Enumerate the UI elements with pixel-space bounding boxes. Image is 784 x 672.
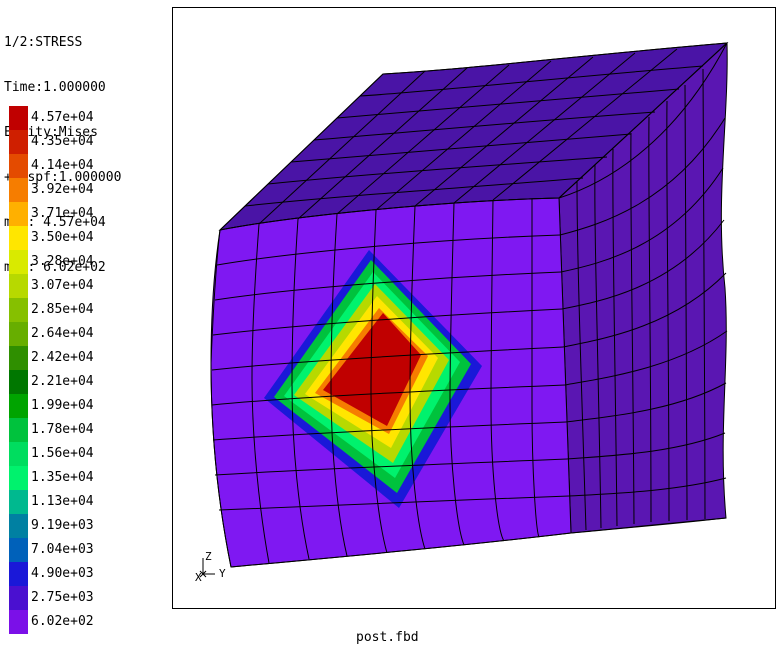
legend-swatch [9,250,28,274]
legend-swatch [9,178,28,202]
legend-swatch [9,154,28,178]
legend-row: 1.78e+04 [7,418,137,442]
legend-swatch [9,394,28,418]
legend-row: 2.75e+03 [7,586,137,610]
legend-swatch [9,442,28,466]
axis-z-label: Z [205,550,212,563]
legend-label: 1.56e+04 [31,446,94,461]
legend-row: 4.57e+04 [7,106,137,130]
legend-row: 2.21e+04 [7,370,137,394]
top-face-mesh [219,42,728,231]
legend-label: 2.21e+04 [31,374,94,389]
legend-row: 1.13e+04 [7,490,137,514]
legend-swatch [9,370,28,394]
legend-label: 2.42e+04 [31,350,94,365]
dataset-label: 1/2:STRESS [4,35,83,50]
model-viewport[interactable] [172,7,776,609]
legend-row: 1.56e+04 [7,442,137,466]
legend-swatch [9,226,28,250]
legend-swatch [9,322,28,346]
legend-label: 2.75e+03 [31,590,94,605]
legend-row: 3.71e+04 [7,202,137,226]
legend-swatch [9,202,28,226]
legend-label: 1.35e+04 [31,470,94,485]
legend-row: 4.90e+03 [7,562,137,586]
legend-row: 4.14e+04 [7,154,137,178]
displacement-factor-label: +Dispf:1.000000 [4,170,122,185]
filename-label: post.fbd [356,630,419,645]
legend-swatch [9,610,28,634]
legend-row: 1.35e+04 [7,466,137,490]
legend-swatch [9,298,28,322]
legend-label: 1.13e+04 [31,494,94,509]
legend-row: 3.92e+04 [7,178,137,202]
legend-row: 2.42e+04 [7,346,137,370]
time-label: Time:1.000000 [4,80,106,95]
legend-swatch [9,106,28,130]
legend-swatch [9,346,28,370]
legend-label: 3.28e+04 [31,254,94,269]
axis-y-label: Y [219,567,226,580]
axis-triad: Z X Y [195,550,235,584]
legend-label: 3.92e+04 [31,182,94,197]
color-legend: 4.57e+04 4.35e+04 4.14e+04 3.92e+04 3.71… [7,106,137,634]
legend-label: 4.35e+04 [31,134,94,149]
legend-row: 2.64e+04 [7,322,137,346]
front-face-mesh [210,197,572,568]
legend-row: 1.99e+04 [7,394,137,418]
legend-row: 3.50e+04 [7,226,137,250]
legend-row: 9.19e+03 [7,514,137,538]
legend-label: 4.90e+03 [31,566,94,581]
legend-label: 1.99e+04 [31,398,94,413]
legend-swatch [9,490,28,514]
legend-swatch [9,274,28,298]
legend-label: 2.85e+04 [31,302,94,317]
axis-triad-icon [199,558,215,578]
legend-row: 4.35e+04 [7,130,137,154]
side-face-mesh [558,42,728,534]
legend-swatch [9,514,28,538]
legend-label: 9.19e+03 [31,518,94,533]
legend-row: 3.28e+04 [7,250,137,274]
axis-x-label: X [195,571,202,584]
legend-swatch [9,562,28,586]
legend-swatch [9,418,28,442]
legend-row: 6.02e+02 [7,610,137,634]
legend-swatch [9,130,28,154]
legend-label: 4.57e+04 [31,110,94,125]
stress-mesh-render[interactable] [173,8,775,608]
legend-row: 7.04e+03 [7,538,137,562]
legend-label: 3.71e+04 [31,206,94,221]
legend-swatch [9,466,28,490]
legend-row: 2.85e+04 [7,298,137,322]
legend-label: 7.04e+03 [31,542,94,557]
legend-row: 3.07e+04 [7,274,137,298]
legend-label: 2.64e+04 [31,326,94,341]
legend-label: 4.14e+04 [31,158,94,173]
legend-label: 6.02e+02 [31,614,94,629]
legend-swatch [9,538,28,562]
legend-label: 1.78e+04 [31,422,94,437]
legend-label: 3.50e+04 [31,230,94,245]
legend-label: 3.07e+04 [31,278,94,293]
legend-swatch [9,586,28,610]
